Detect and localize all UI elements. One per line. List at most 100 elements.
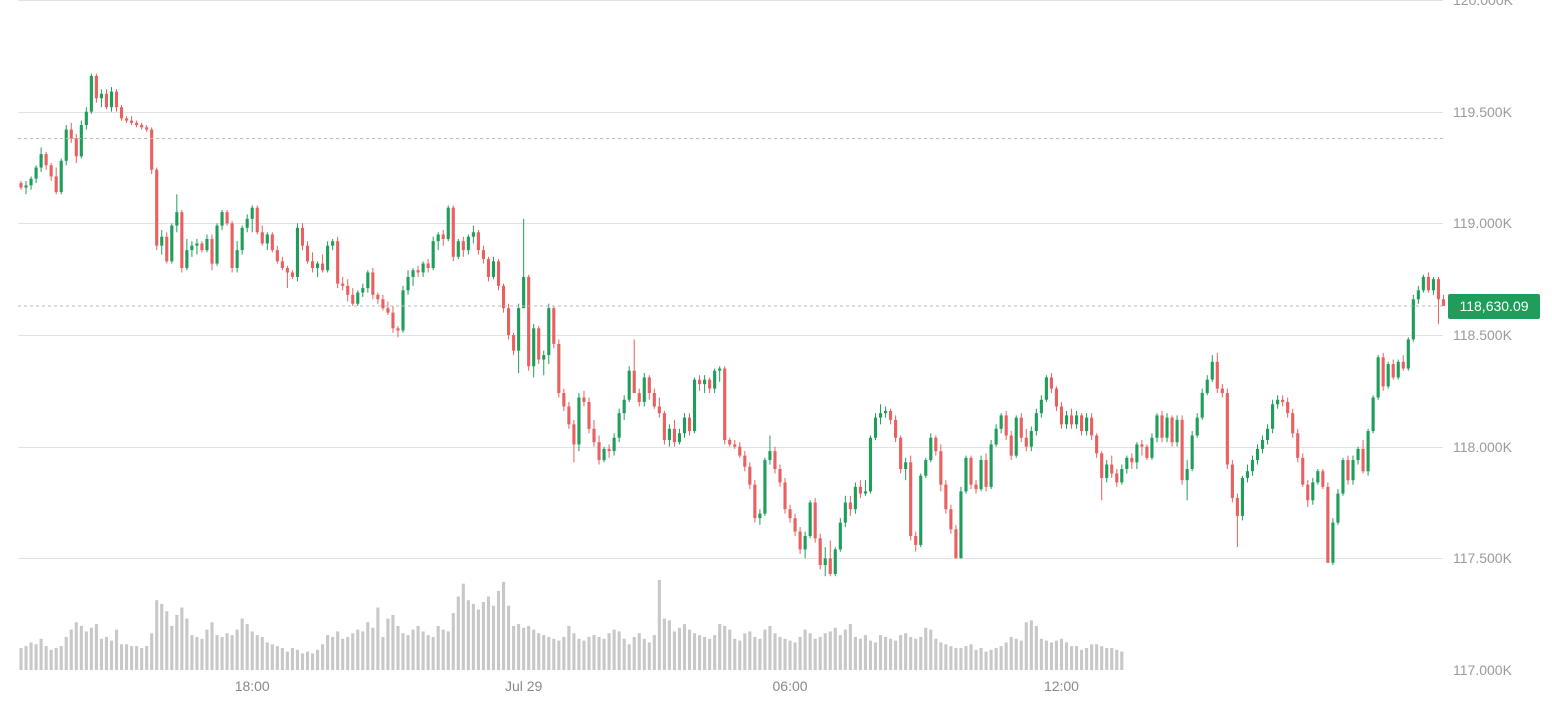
candle-body bbox=[1361, 448, 1365, 472]
volume-bar bbox=[185, 618, 189, 670]
candle-body bbox=[833, 549, 837, 574]
candle-body bbox=[501, 285, 506, 309]
candle-body bbox=[476, 232, 480, 251]
volume-bar bbox=[1009, 636, 1013, 670]
volume-bar bbox=[848, 624, 852, 670]
candle-body bbox=[1049, 377, 1053, 389]
volume-bar bbox=[703, 636, 707, 670]
candle-body bbox=[165, 236, 169, 262]
candle-body bbox=[1180, 419, 1184, 481]
candle-body bbox=[647, 377, 651, 394]
volume-bar bbox=[411, 629, 415, 670]
candle-body bbox=[401, 290, 405, 331]
candle-body bbox=[1155, 415, 1159, 438]
candle-body bbox=[421, 263, 425, 273]
candle-body bbox=[336, 241, 340, 284]
candle-body bbox=[235, 250, 239, 268]
candle-body bbox=[1074, 415, 1079, 425]
volume-bar bbox=[748, 631, 752, 670]
volume-bar bbox=[803, 629, 807, 670]
candle-body bbox=[215, 225, 219, 264]
candle-body bbox=[471, 232, 475, 237]
candle-body bbox=[406, 276, 410, 291]
y-axis: 120.000K 119.500K 119.000K 118.500K 118.000K… bbox=[1453, 0, 1514, 678]
volume-bar bbox=[763, 629, 767, 670]
volume-bar bbox=[94, 624, 98, 670]
candle-body bbox=[1014, 417, 1018, 456]
candle-body bbox=[1331, 522, 1335, 563]
volume-bar bbox=[522, 627, 526, 670]
candle-body bbox=[1190, 435, 1194, 469]
candle-body bbox=[522, 276, 526, 309]
volume-bar bbox=[346, 636, 350, 670]
volume-bar bbox=[592, 635, 596, 670]
candle-body bbox=[240, 227, 244, 251]
candle-body bbox=[1271, 404, 1275, 429]
candle-body bbox=[1135, 444, 1139, 463]
volume-bar bbox=[250, 631, 254, 670]
candle-body bbox=[1039, 399, 1043, 414]
candle-body bbox=[74, 138, 78, 157]
volume-bar bbox=[783, 638, 787, 670]
candle-body bbox=[562, 393, 566, 407]
volume-bar bbox=[285, 651, 289, 670]
volume-bar bbox=[160, 603, 164, 670]
volume-bar bbox=[858, 638, 862, 670]
volume-bar bbox=[708, 638, 712, 670]
volume-bar bbox=[59, 646, 63, 670]
y-tick-label: 118.000K bbox=[1453, 439, 1513, 455]
volume-bar bbox=[642, 638, 646, 670]
candle-body bbox=[828, 558, 832, 574]
volume-bar bbox=[728, 629, 732, 670]
candle-body bbox=[617, 413, 621, 438]
candle-body bbox=[1316, 471, 1320, 483]
candle-body bbox=[627, 370, 631, 400]
volume-bar bbox=[627, 644, 631, 670]
candle-body bbox=[1019, 417, 1023, 438]
volume-bar bbox=[79, 625, 83, 670]
candle-body bbox=[250, 207, 254, 219]
volume-bar bbox=[773, 633, 777, 670]
volume-bar bbox=[632, 636, 636, 670]
candle-body bbox=[79, 125, 83, 157]
volume-bar bbox=[114, 629, 119, 670]
volume-bar bbox=[245, 624, 249, 670]
y-tick-label: 117.500K bbox=[1453, 550, 1513, 566]
candle-body bbox=[1235, 498, 1239, 516]
volume-bar bbox=[255, 635, 259, 670]
volume-bar bbox=[868, 640, 873, 670]
candle-body bbox=[1426, 276, 1430, 291]
volume-bar bbox=[507, 605, 511, 670]
volume-bar bbox=[416, 625, 420, 670]
volume-bar bbox=[421, 631, 425, 670]
candle-body bbox=[753, 484, 757, 519]
volume-bar bbox=[753, 636, 757, 670]
candle-body bbox=[677, 433, 682, 443]
volume-bar bbox=[270, 644, 274, 670]
candle-body bbox=[692, 379, 697, 432]
candle-body bbox=[230, 223, 234, 268]
candle-body bbox=[255, 207, 259, 233]
volume-bar bbox=[326, 635, 330, 670]
candle-body bbox=[1080, 415, 1084, 432]
volume-bar bbox=[295, 649, 300, 670]
current-price-label: 118,630.09 bbox=[1459, 298, 1528, 314]
candle-body bbox=[210, 238, 214, 264]
candle-body bbox=[190, 245, 194, 251]
volume-bar bbox=[215, 635, 219, 670]
candle-body bbox=[718, 368, 722, 371]
volume-bar bbox=[537, 633, 541, 670]
candle-body bbox=[300, 227, 305, 246]
volume-bar bbox=[140, 647, 144, 670]
volume-bar bbox=[1004, 642, 1008, 670]
candle-body bbox=[54, 176, 58, 193]
candle-body bbox=[1044, 377, 1048, 400]
volume-bar bbox=[698, 635, 702, 670]
volume-bar bbox=[929, 629, 933, 670]
volume-bar bbox=[436, 625, 440, 670]
candle-body bbox=[381, 299, 385, 309]
candle-body bbox=[1401, 361, 1405, 369]
candle-body bbox=[220, 212, 224, 226]
y-tick-label: 119.000K bbox=[1453, 215, 1513, 231]
candle-body bbox=[1175, 419, 1179, 443]
